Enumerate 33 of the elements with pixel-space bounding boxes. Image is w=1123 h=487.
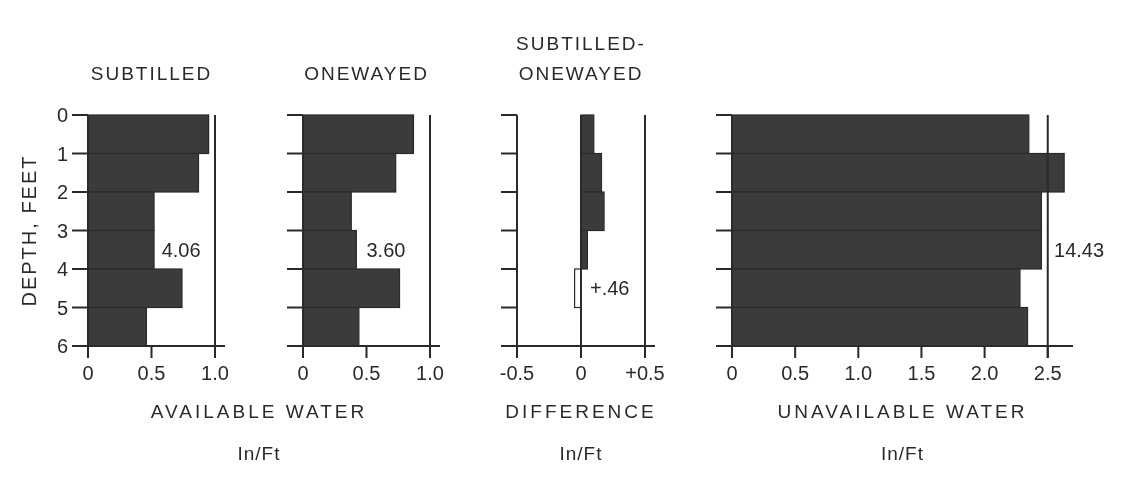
y-tick-label: 5 (56, 296, 68, 319)
annotation: 4.06 (161, 238, 201, 261)
annotation: 3.60 (366, 238, 406, 261)
x-axis-title: AVAILABLE WATER In/Ft (150, 401, 368, 464)
x-tick-label: 1.0 (416, 362, 444, 384)
x-tick-label: 0 (297, 362, 309, 384)
y-tick-label: 3 (56, 219, 68, 242)
y-axis-title: DEPTH, FEET (18, 154, 40, 307)
chart-title: ONEWAYED (304, 63, 429, 84)
x-tick-label: 0.5 (137, 362, 166, 384)
x-tick-label: 0.5 (352, 362, 381, 384)
x-tick-label: 0 (575, 362, 587, 384)
chart-title: SUBTILLED (90, 63, 213, 84)
chart-title: SUBTILLED-ONEWAYED (516, 33, 646, 84)
y-tick-label: 4 (56, 258, 68, 280)
x-axis-title: DIFFERENCE In/Ft (505, 401, 657, 464)
x-tick-label: 1.0 (844, 362, 873, 384)
x-tick-label: 0 (726, 362, 738, 384)
y-tick-label: 0 (56, 104, 68, 126)
annotation: 14.43 (1054, 238, 1105, 261)
x-tick-label: -0.5 (499, 362, 535, 384)
x-tick-label: +0.5 (625, 362, 665, 384)
x-tick-label: 0.5 (781, 362, 810, 384)
x-axis-title: UNAVAILABLE WATER In/Ft (777, 401, 1028, 464)
annotation: +.46 (589, 277, 630, 300)
x-tick-label: 1.5 (907, 362, 936, 384)
y-tick-label: 2 (56, 181, 68, 203)
x-tick-label: 0 (82, 362, 94, 384)
x-tick-label: 2.5 (1033, 362, 1062, 384)
x-tick-label: 2.0 (970, 362, 999, 384)
y-tick-label: 1 (56, 142, 68, 165)
x-tick-label: 1.0 (201, 362, 229, 384)
y-tick-label: 6 (56, 335, 68, 357)
